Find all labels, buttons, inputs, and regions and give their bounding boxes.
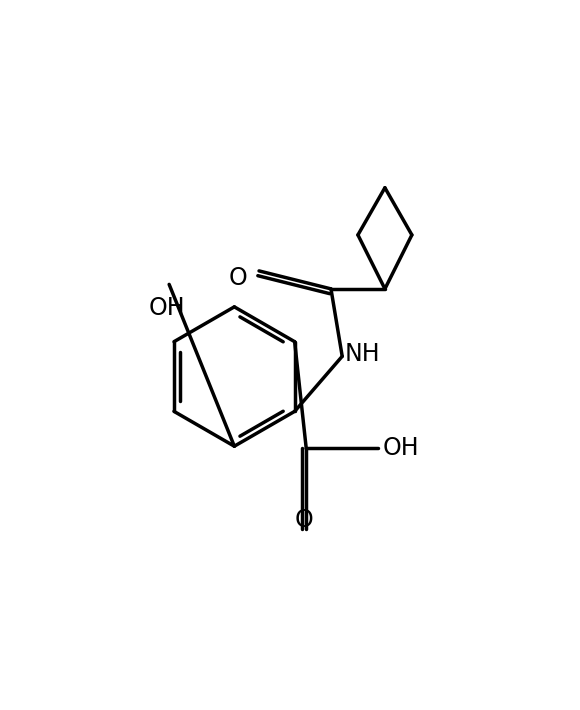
- Text: O: O: [295, 508, 313, 532]
- Text: OH: OH: [383, 437, 419, 461]
- Text: NH: NH: [345, 342, 380, 366]
- Text: OH: OH: [148, 295, 185, 320]
- Text: O: O: [229, 266, 248, 290]
